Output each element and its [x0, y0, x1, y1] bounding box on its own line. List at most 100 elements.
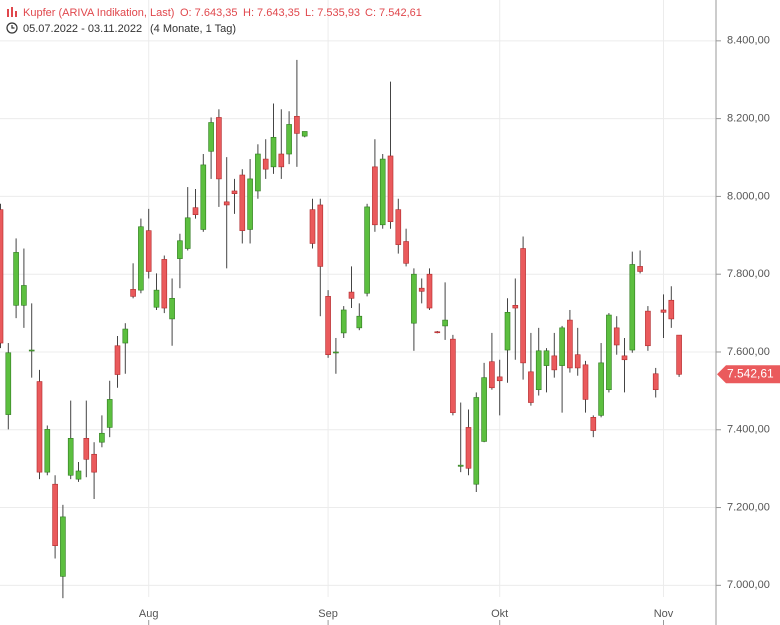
candle-body — [481, 377, 487, 442]
ohlc-label: O: 7.643,35 — [180, 7, 238, 19]
candle-body — [504, 312, 511, 351]
candle-body — [465, 427, 472, 469]
y-tick-label: 8.400,00 — [727, 35, 770, 47]
candle-body — [528, 371, 534, 403]
candle-body — [13, 252, 19, 306]
candle-body — [60, 516, 66, 577]
candle-body — [130, 289, 136, 297]
y-tick-label: 7.600,00 — [727, 346, 770, 358]
y-tick-label: 8.200,00 — [727, 113, 770, 125]
y-tick-label: 7.200,00 — [727, 501, 770, 513]
candle-body — [559, 327, 565, 366]
candle-body — [255, 153, 261, 192]
candle-body — [286, 124, 292, 155]
candle-body — [520, 248, 526, 364]
candle-body — [574, 354, 581, 369]
candle-body — [434, 331, 441, 334]
candle-body — [223, 201, 230, 206]
candle-body — [496, 376, 503, 382]
candle-body — [348, 291, 355, 299]
date-range: 05.07.2022 - 03.11.2022 — [23, 23, 142, 35]
candle-body — [208, 122, 214, 152]
candle-body — [239, 174, 246, 231]
x-tick-label: Aug — [139, 608, 159, 620]
candle-body — [450, 338, 456, 413]
candle-body — [645, 310, 651, 347]
candle-body — [200, 164, 207, 230]
candle-body — [99, 432, 105, 443]
candle-body — [75, 470, 82, 480]
candle-body — [567, 319, 573, 369]
candle-body — [216, 117, 222, 180]
clock-icon — [6, 22, 18, 34]
candle-body — [114, 345, 121, 375]
candle-body — [340, 309, 347, 334]
candle-body — [67, 438, 74, 476]
candle-body — [637, 266, 643, 272]
candle-body — [231, 190, 238, 194]
y-tick-label: 7.400,00 — [727, 424, 770, 436]
candle-body — [317, 204, 324, 267]
candle-body — [83, 438, 90, 460]
candle-body — [106, 399, 113, 428]
chart-icon — [7, 7, 17, 17]
candle-body — [184, 217, 191, 249]
candle-body — [36, 381, 43, 473]
candle-body — [122, 328, 129, 344]
candle-body — [676, 334, 682, 375]
y-tick-label: 8.000,00 — [727, 190, 770, 202]
candle-body — [551, 355, 558, 371]
candle-body — [489, 361, 495, 389]
x-tick-label: Sep — [318, 608, 338, 620]
candle-body — [192, 207, 199, 215]
candle-body — [28, 349, 35, 352]
candle-body — [473, 397, 480, 485]
ohlc-label: L: 7.535,93 — [305, 7, 360, 19]
candle-body — [543, 350, 550, 366]
candle-body — [660, 309, 667, 313]
candle-body — [294, 115, 300, 134]
candle-body — [301, 131, 308, 137]
candle-body — [169, 298, 175, 320]
y-tick-label: 7.800,00 — [727, 268, 770, 280]
candle-body — [5, 352, 12, 415]
candle-body — [629, 264, 636, 351]
x-tick-label: Nov — [654, 608, 674, 620]
candle-body — [652, 373, 659, 391]
candle-body — [247, 178, 253, 230]
candle-body — [411, 273, 417, 324]
candle-body — [395, 209, 402, 245]
x-tick-label: Okt — [491, 608, 508, 620]
candle-body — [598, 362, 604, 416]
candle-body — [613, 327, 620, 346]
candle-body — [426, 273, 433, 309]
candle-body — [278, 153, 285, 168]
duration: (4 Monate, 1 Tag) — [150, 23, 236, 35]
chart-title: Kupfer (ARIVA Indikation, Last) — [23, 7, 174, 19]
candle-body — [262, 158, 269, 170]
candle-body — [379, 158, 386, 226]
ohlc-label: C: 7.542,61 — [365, 7, 422, 19]
candle-body — [153, 289, 160, 308]
candle-body — [418, 287, 425, 292]
candle-body — [606, 314, 612, 391]
candle-body — [91, 453, 97, 473]
candle-body — [364, 206, 370, 294]
candle-body — [512, 305, 519, 309]
candle-body — [0, 209, 4, 344]
candle-body — [325, 296, 331, 355]
candle-body — [372, 166, 378, 226]
y-tick-label: 7.000,00 — [727, 579, 770, 591]
candle-body — [582, 364, 589, 400]
candle-body — [535, 350, 542, 391]
plot-area — [0, 0, 716, 597]
candle-body — [177, 240, 183, 259]
candle-body — [309, 209, 316, 244]
candle-body — [457, 464, 464, 467]
candle-body — [333, 351, 339, 354]
candle-body — [145, 230, 152, 272]
candle-body — [387, 155, 394, 222]
candle-body — [356, 315, 363, 329]
last-price-label: 7.542,61 — [727, 366, 774, 380]
